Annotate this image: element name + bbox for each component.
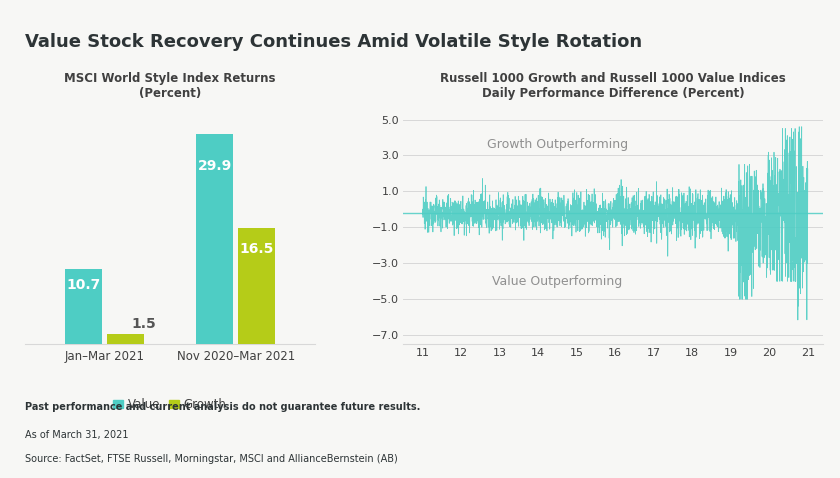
Legend: Value, Growth: Value, Growth	[108, 393, 231, 415]
Text: Value Stock Recovery Continues Amid Volatile Style Rotation: Value Stock Recovery Continues Amid Vola…	[25, 33, 643, 52]
Text: 29.9: 29.9	[197, 159, 232, 173]
Text: Value Outperforming: Value Outperforming	[492, 275, 622, 288]
Text: 1.5: 1.5	[132, 317, 156, 331]
Bar	[65, 269, 102, 344]
Bar	[107, 334, 144, 344]
Title: Russell 1000 Growth and Russell 1000 Value Indices
Daily Performance Difference : Russell 1000 Growth and Russell 1000 Val…	[440, 72, 786, 100]
Text: 16.5: 16.5	[239, 242, 274, 256]
Text: 10.7: 10.7	[66, 278, 100, 292]
Title: MSCI World Style Index Returns
(Percent): MSCI World Style Index Returns (Percent)	[64, 72, 276, 100]
Bar	[239, 228, 276, 344]
Text: Past performance and current analysis do not guarantee future results.: Past performance and current analysis do…	[25, 402, 421, 412]
Text: Source: FactSet, FTSE Russell, Morningstar, MSCI and AllianceBernstein (AB): Source: FactSet, FTSE Russell, Morningst…	[25, 454, 398, 464]
Bar	[197, 134, 234, 344]
Text: As of March 31, 2021: As of March 31, 2021	[25, 430, 129, 440]
Text: Growth Outperforming: Growth Outperforming	[487, 138, 628, 151]
